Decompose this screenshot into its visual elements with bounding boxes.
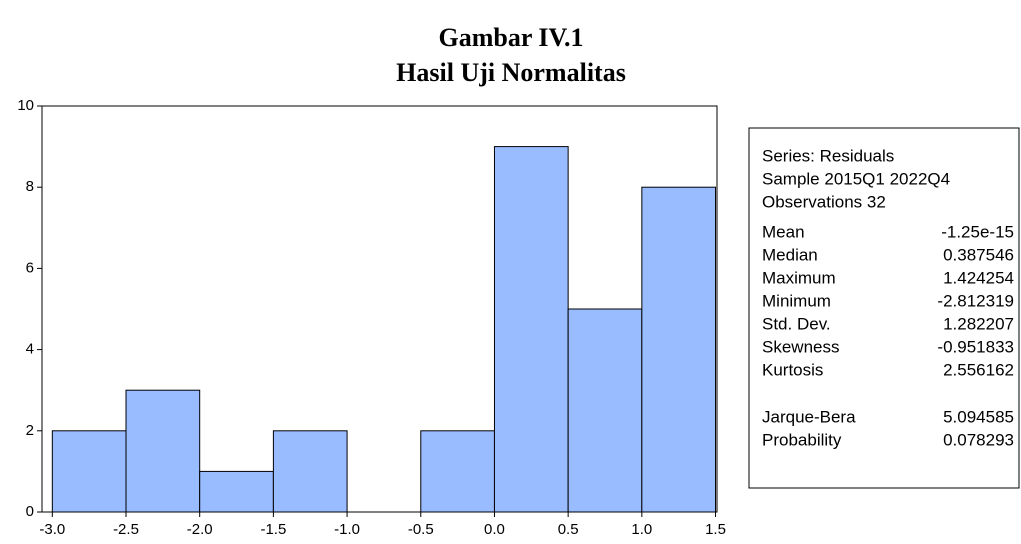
bar (125, 389, 201, 513)
stats-label: Median (762, 245, 818, 264)
x-tick-label: 1.0 (631, 521, 652, 538)
stats-value: 0.387546 (943, 245, 1014, 264)
stats-value: 1.282207 (943, 314, 1014, 333)
stats-line: Series: Residuals (762, 146, 894, 165)
bar (199, 470, 274, 513)
stats-label: Mean (762, 222, 805, 241)
stats-line: Sample 2015Q1 2022Q4 (762, 169, 950, 188)
x-tick-label: -2.0 (187, 521, 213, 538)
stats-value: 2.556162 (943, 360, 1014, 379)
x-tick-label: -3.0 (39, 521, 65, 538)
stats-line: Observations 32 (762, 192, 886, 211)
bar (51, 430, 127, 513)
y-tick-label: 4 (26, 341, 34, 358)
x-tick-label: 1.5 (705, 521, 726, 538)
stats-label: Maximum (762, 268, 836, 287)
y-tick-label: 6 (26, 259, 34, 276)
y-tick-label: 8 (26, 178, 34, 195)
bar (641, 186, 717, 513)
bar (567, 308, 643, 513)
stats-value: -0.951833 (937, 337, 1014, 356)
x-tick-label: 0.5 (558, 521, 579, 538)
chart-subtitle: Hasil Uji Normalitas (396, 58, 626, 87)
bar (493, 146, 569, 513)
y-tick-label: 2 (26, 422, 34, 439)
stats-label: Minimum (762, 291, 831, 310)
stats-value: 0.078293 (943, 430, 1014, 449)
stats-label: Jarque-Bera (762, 407, 856, 426)
chart-title: Gambar IV.1 (439, 23, 584, 52)
stats-label: Std. Dev. (762, 314, 831, 333)
bar (272, 430, 348, 513)
stats-label: Kurtosis (762, 360, 823, 379)
x-tick-label: -0.5 (408, 521, 434, 538)
stats-label: Skewness (762, 337, 839, 356)
stats-label: Probability (762, 430, 842, 449)
y-tick-label: 0 (26, 503, 34, 520)
stats-value: -2.812319 (937, 291, 1014, 310)
bar (420, 430, 495, 513)
x-tick-label: -1.0 (334, 521, 360, 538)
x-tick-label: -2.5 (113, 521, 139, 538)
stats-value: 5.094585 (943, 407, 1014, 426)
stats-value: -1.25e-15 (941, 222, 1014, 241)
stats-value: 1.424254 (943, 268, 1014, 287)
x-tick-label: -1.5 (260, 521, 286, 538)
x-tick-label: 0.0 (484, 521, 505, 538)
stats-box (748, 127, 1020, 489)
y-tick-label: 10 (17, 97, 34, 114)
